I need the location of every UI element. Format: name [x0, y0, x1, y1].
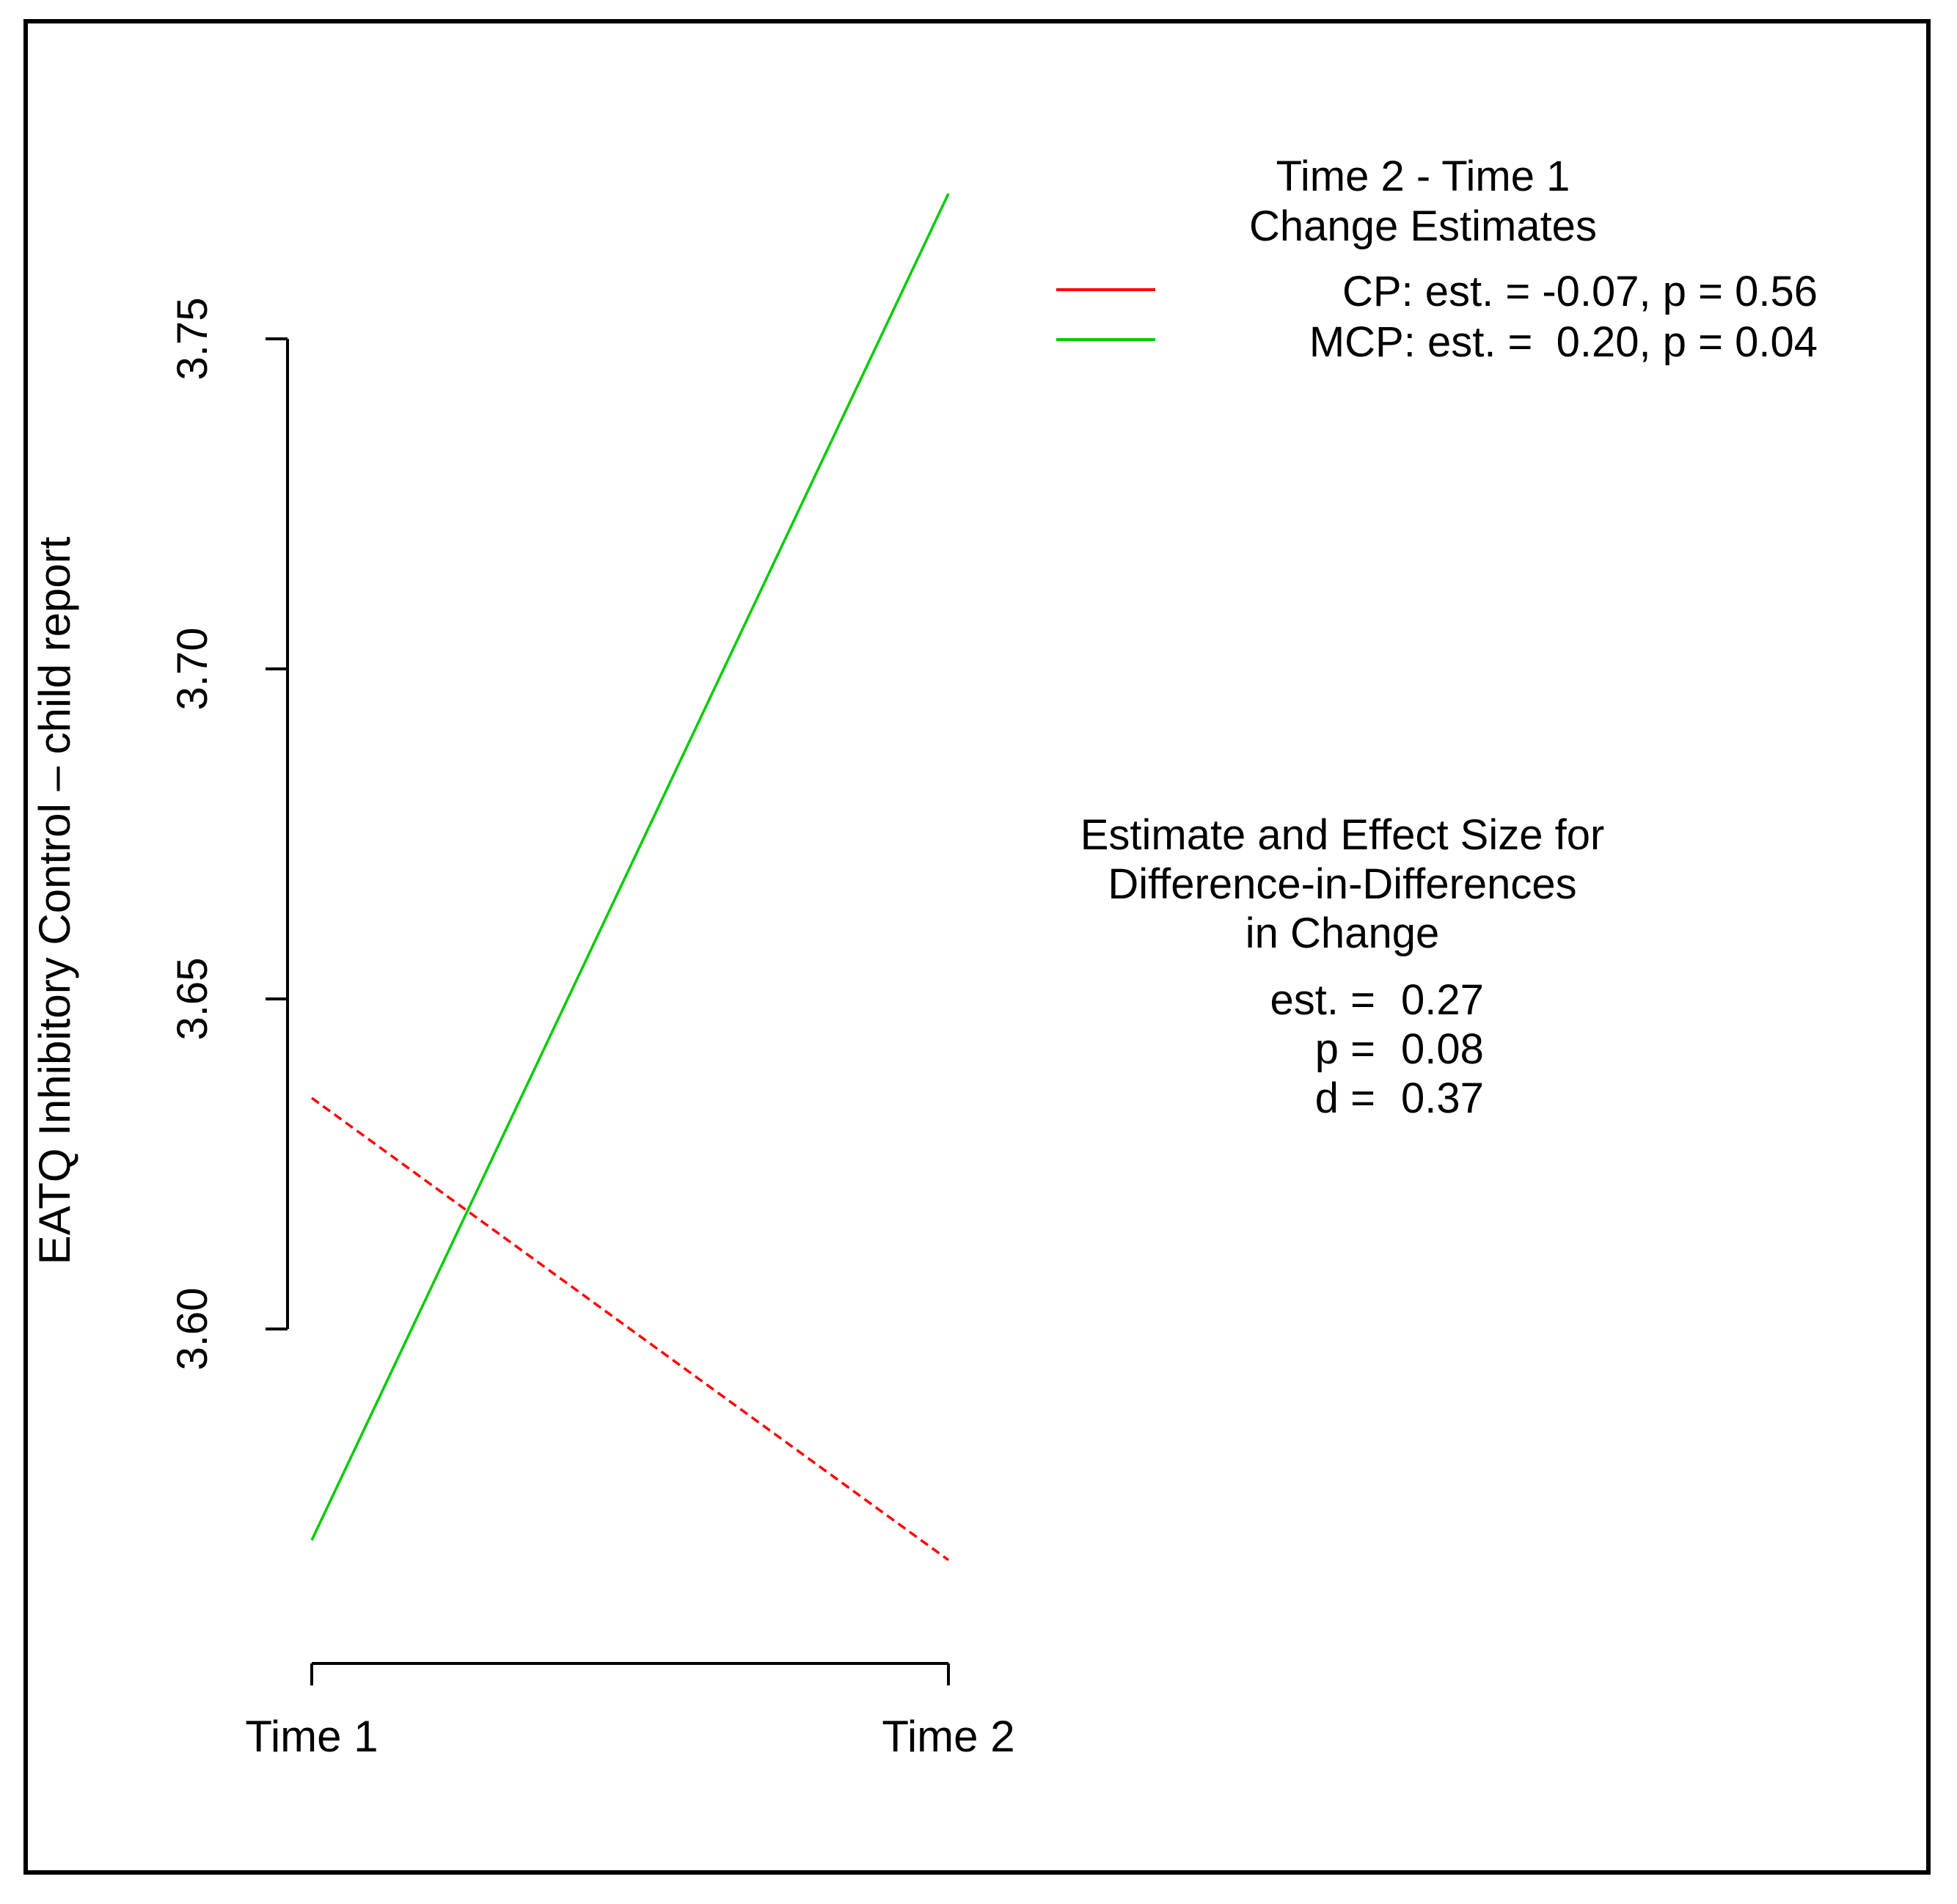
legend-entry-cp: CP: est. = -0.07, p = 0.56 — [1342, 268, 1818, 315]
annotation-title-line-1: Estimate and Effect Size for — [1080, 811, 1605, 859]
legend-title-line-2: Change Estimates — [1249, 202, 1597, 250]
x-tick-label: Time 2 — [882, 1712, 1014, 1761]
legend-entry-mcp: MCP: est. = 0.20, p = 0.04 — [1309, 318, 1818, 366]
y-axis-label: EATQ Inhibitory Control – child report — [30, 536, 79, 1264]
series-line-mcp — [310, 193, 950, 1541]
y-axis: 3.60 3.65 3.70 3.75 — [169, 298, 289, 1371]
annotation-title-line-3: in Change — [1245, 909, 1439, 957]
x-tick-label: Time 1 — [245, 1712, 378, 1761]
annotation-est-label: est. = — [1270, 976, 1375, 1024]
y-tick-label: 3.65 — [169, 958, 216, 1041]
y-tick-label: 3.75 — [169, 298, 216, 381]
legend: Time 2 - Time 1 Change Estimates CP: est… — [1056, 153, 1818, 366]
figure-frame — [23, 19, 1931, 1875]
series-group — [310, 193, 950, 1561]
y-tick-label: 3.60 — [169, 1288, 216, 1371]
annotation-est-value: 0.27 — [1401, 976, 1484, 1024]
annotation-title-line-2: Difference-in-Differences — [1108, 860, 1576, 908]
did-annotation: Estimate and Effect Size for Difference-… — [1080, 811, 1605, 1122]
annotation-p-value: 0.08 — [1401, 1025, 1484, 1073]
legend-title-line-1: Time 2 - Time 1 — [1276, 153, 1570, 200]
series-line-cp — [310, 1096, 950, 1561]
annotation-d-value: 0.37 — [1401, 1074, 1484, 1122]
y-tick-label: 3.70 — [169, 628, 216, 711]
annotation-p-label: p = — [1315, 1025, 1375, 1073]
annotation-d-label: d = — [1315, 1074, 1375, 1122]
x-axis: Time 1 Time 2 — [245, 1662, 1015, 1761]
